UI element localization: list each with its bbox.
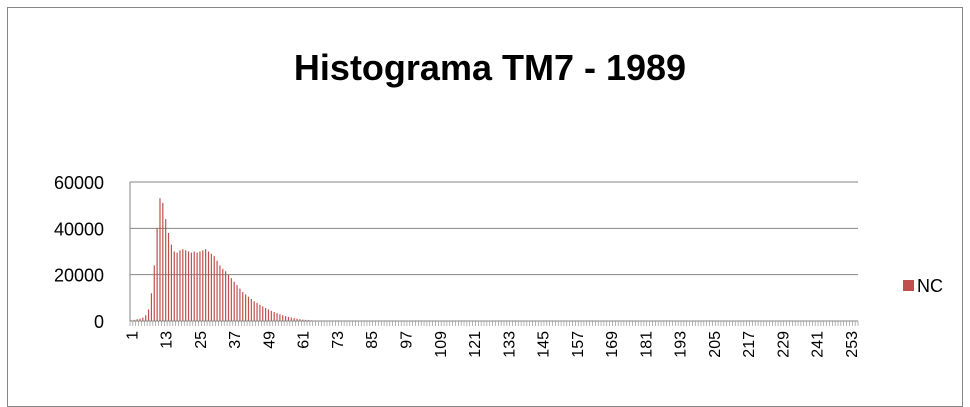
x-tick-label: 49 — [261, 331, 278, 349]
bar — [185, 250, 187, 321]
x-tick-label: 157 — [570, 331, 587, 358]
x-tick-marks — [129, 321, 859, 326]
bar — [173, 251, 175, 321]
bar — [176, 252, 178, 321]
bar — [202, 250, 204, 321]
bar — [205, 249, 207, 321]
x-tick-label: 61 — [296, 331, 313, 349]
x-tick-label: 217 — [741, 331, 758, 358]
bar — [239, 288, 241, 321]
bar — [253, 301, 255, 321]
bar — [262, 306, 264, 321]
bar — [287, 316, 290, 321]
bar — [145, 315, 147, 321]
x-tick-label: 85 — [364, 331, 381, 349]
x-tick-label: 205 — [707, 331, 724, 358]
x-tick-label: 133 — [501, 331, 518, 358]
bar — [247, 296, 250, 321]
bar — [213, 256, 215, 321]
bar — [193, 251, 195, 321]
y-tick-label: 20000 — [54, 266, 104, 286]
chart-title: Histograma TM7 - 1989 — [294, 47, 686, 88]
bar — [233, 281, 235, 321]
bar — [190, 252, 192, 321]
x-tick-label: 169 — [604, 331, 621, 358]
x-tick-label: 13 — [159, 331, 176, 349]
bar — [242, 292, 244, 321]
bar — [210, 253, 212, 321]
bar — [170, 244, 172, 321]
x-tick-label: 109 — [433, 331, 450, 358]
y-tick-label: 0 — [94, 312, 104, 332]
bar — [133, 319, 135, 321]
x-tick-label: 1 — [124, 331, 141, 340]
x-tick-label: 25 — [193, 331, 210, 349]
x-tick-label: 181 — [638, 331, 655, 358]
bar — [225, 271, 227, 321]
bar — [187, 251, 190, 321]
bar — [256, 302, 258, 321]
x-tick-label: 241 — [810, 331, 827, 358]
x-tick-label: 193 — [673, 331, 690, 358]
x-tick-label: 97 — [398, 331, 415, 349]
x-tick-label: 229 — [775, 331, 792, 358]
bar — [222, 268, 224, 321]
y-tick-label: 60000 — [54, 173, 104, 193]
bar — [302, 319, 304, 321]
bar — [207, 251, 210, 321]
bar — [162, 202, 164, 321]
chart-border — [7, 7, 963, 407]
bar — [265, 308, 267, 321]
bar — [136, 319, 138, 321]
bar — [293, 318, 295, 321]
bar — [273, 311, 275, 321]
bar — [139, 318, 141, 321]
bar — [219, 265, 221, 321]
bar — [142, 317, 144, 321]
bar — [250, 298, 252, 321]
x-tick-label: 73 — [330, 331, 347, 349]
bar — [284, 316, 287, 321]
bar — [196, 252, 198, 321]
bar — [296, 318, 298, 321]
legend-label: NC — [917, 276, 943, 296]
bar — [304, 319, 307, 321]
bar — [227, 274, 230, 321]
bar — [159, 198, 161, 321]
bar — [299, 319, 301, 321]
bar — [150, 293, 153, 321]
bar — [199, 251, 201, 321]
bar — [276, 313, 278, 321]
x-tick-label: 37 — [227, 331, 244, 349]
legend-swatch — [903, 280, 914, 291]
x-tick-label: 253 — [844, 331, 861, 358]
bar — [245, 294, 247, 321]
bar — [147, 309, 150, 321]
bar — [156, 228, 158, 321]
bar — [230, 278, 232, 321]
bar — [153, 265, 155, 321]
bar — [236, 285, 238, 321]
bar — [279, 314, 281, 321]
bar — [290, 317, 292, 321]
bar — [216, 260, 218, 321]
bar — [179, 250, 181, 321]
bar — [270, 310, 272, 321]
x-tick-label: 145 — [536, 331, 553, 358]
bar — [182, 249, 184, 321]
bar — [282, 315, 284, 321]
x-tick-label: 121 — [467, 331, 484, 358]
bar — [165, 219, 167, 321]
bar — [259, 304, 261, 321]
bar — [267, 309, 270, 321]
bar — [167, 232, 170, 321]
y-tick-label: 40000 — [54, 219, 104, 239]
